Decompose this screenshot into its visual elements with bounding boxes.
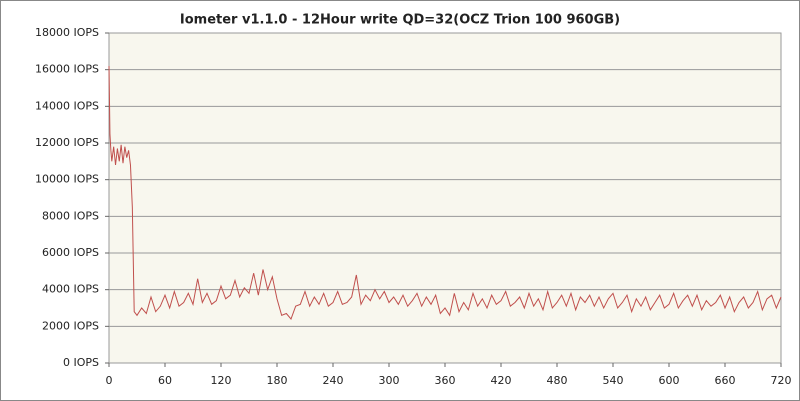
y-tick-label: 14000 IOPS [35, 99, 99, 112]
x-tick-label: 300 [379, 374, 400, 387]
y-tick-label: 18000 IOPS [35, 26, 99, 39]
plot-area [108, 32, 782, 364]
x-tick-label: 720 [771, 374, 792, 387]
x-tick-label: 660 [715, 374, 736, 387]
y-tick-label: 6000 IOPS [42, 246, 99, 259]
x-tick-label: 360 [435, 374, 456, 387]
x-tick-label: 120 [211, 374, 232, 387]
x-tick-label: 480 [547, 374, 568, 387]
y-tick-label: 10000 IOPS [35, 173, 99, 186]
x-tick-label: 0 [106, 374, 113, 387]
y-tick-label: 8000 IOPS [42, 209, 99, 222]
y-tick-label: 2000 IOPS [42, 319, 99, 332]
y-tick-label: 4000 IOPS [42, 283, 99, 296]
x-tick-label: 60 [158, 374, 172, 387]
data-line [108, 65, 782, 320]
x-tick-label: 180 [267, 374, 288, 387]
y-tick-label: 12000 IOPS [35, 136, 99, 149]
x-tick-label: 600 [659, 374, 680, 387]
x-tick-label: 540 [603, 374, 624, 387]
chart-title: Iometer v1.1.0 - 12Hour write QD=32(OCZ … [180, 13, 620, 28]
x-tick-label: 420 [491, 374, 512, 387]
y-tick-label: 16000 IOPS [35, 63, 99, 76]
x-tick-label: 240 [323, 374, 344, 387]
y-tick-label: 0 IOPS [63, 356, 99, 369]
